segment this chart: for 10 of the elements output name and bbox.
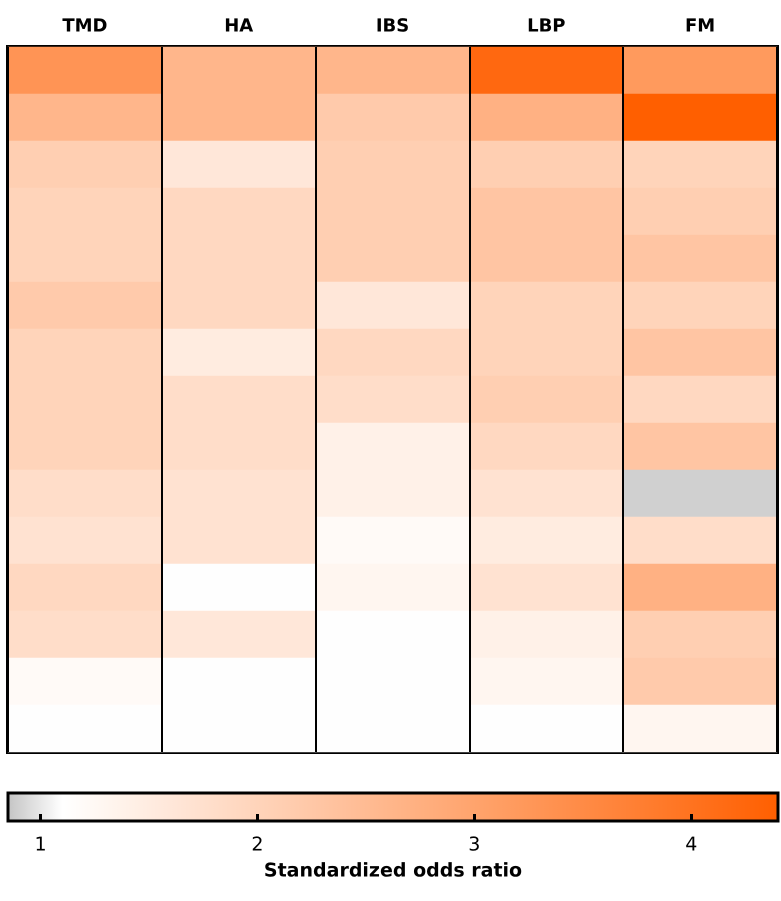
x-tick-label: TMD: [62, 16, 108, 36]
x-tick-label: FM: [684, 16, 716, 36]
color-bar-label: 4: [685, 834, 698, 856]
color-bar-label: 1: [34, 834, 47, 856]
color-bar-label: 2: [251, 834, 264, 856]
x-tick-label: LBP: [527, 16, 566, 36]
x-tick-label: HA: [224, 16, 254, 36]
color-bar-title: Standardized odds ratio: [264, 860, 522, 882]
color-bar-label: 3: [468, 834, 480, 856]
x-tick-label: IBS: [376, 16, 410, 36]
